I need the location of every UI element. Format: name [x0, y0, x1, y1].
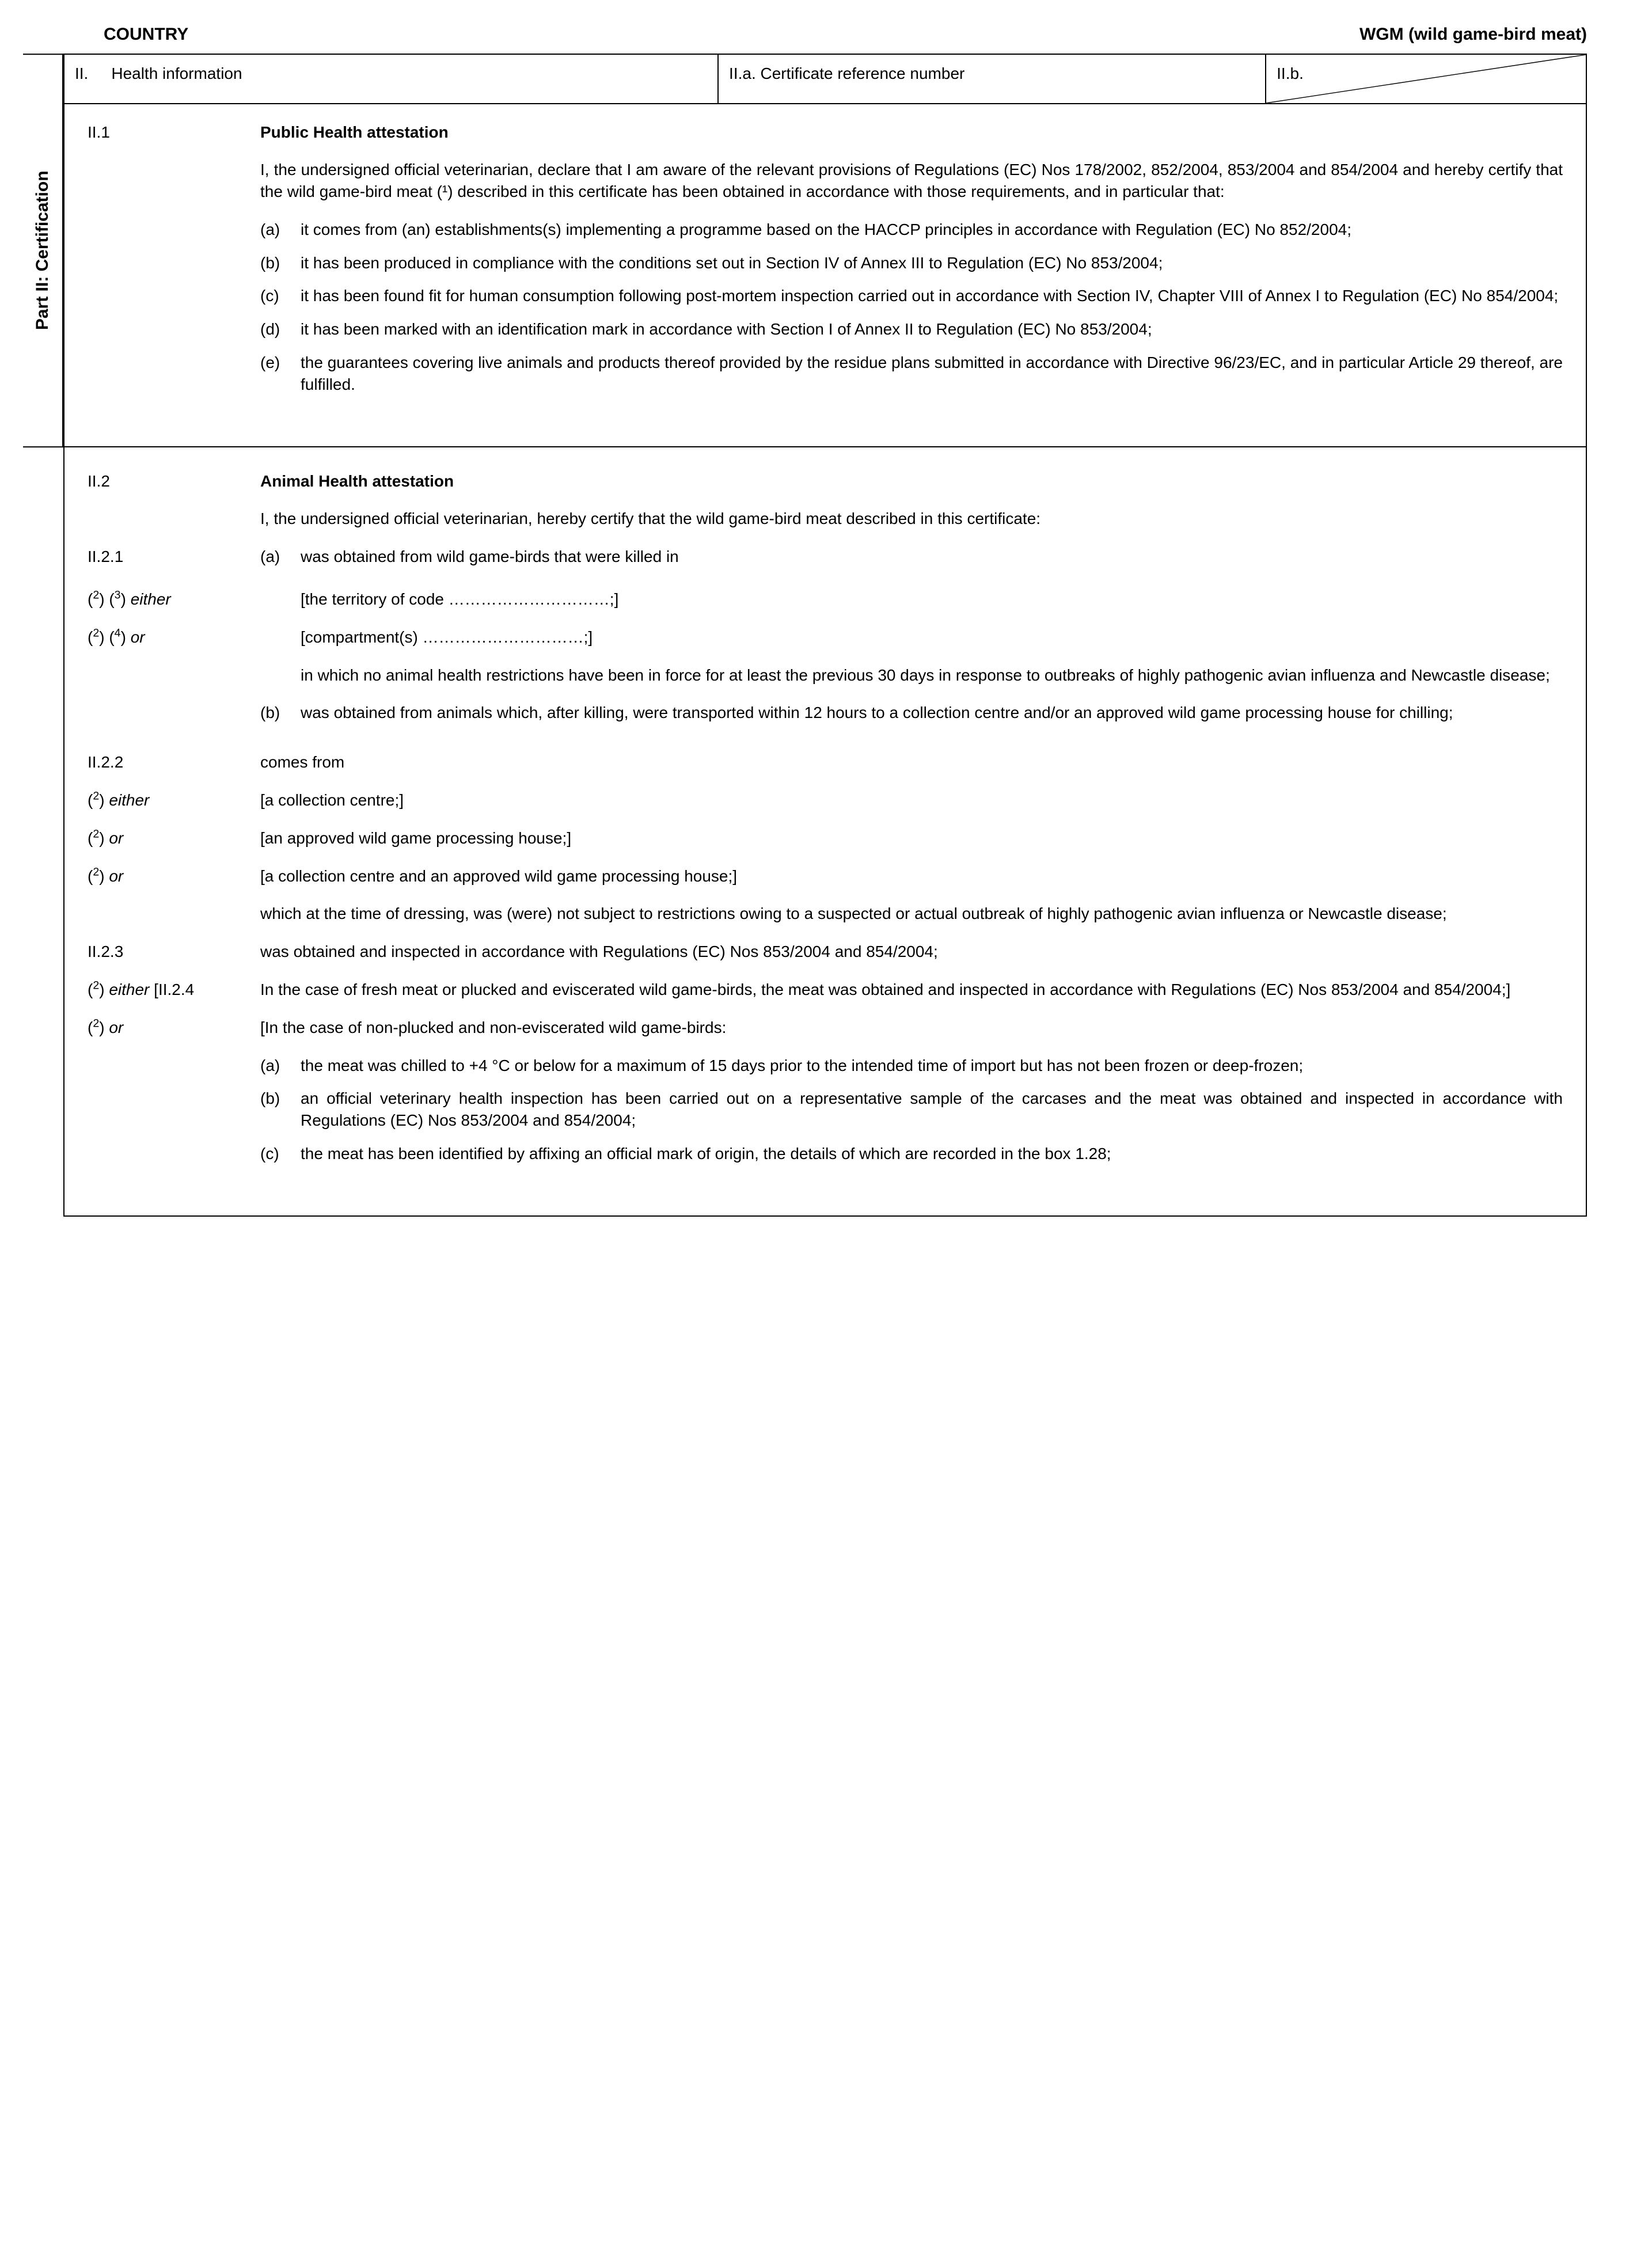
ii22-e1-txt: [a collection centre;] [260, 789, 1563, 811]
letter-a: (a) [260, 219, 301, 241]
box-iia-txt: II.a. Certificate reference number [729, 63, 964, 85]
or-txt: [compartment(s) …………………………;] [260, 626, 1563, 648]
ii22-o1-txt: [an approved wild game processing house;… [260, 827, 1563, 849]
ii22-txt: comes from [260, 751, 1563, 773]
ii21-restrict: in which no animal health restrictions h… [260, 664, 1563, 686]
header-wgm: WGM (wild game-bird meat) [1359, 23, 1587, 47]
ii24-a: the meat was chilled to +4 °C or below f… [301, 1055, 1563, 1077]
ii21-a: was obtained from wild game-birds that w… [301, 546, 1563, 568]
ii24-c: the meat has been identified by affixing… [301, 1143, 1563, 1165]
ii22-o1-lbl: (2) or [88, 829, 123, 847]
ii22-restrict: which at the time of dressing, was (were… [260, 903, 1563, 925]
ii1-d: it has been marked with an identificatio… [301, 318, 1563, 340]
side-tab-certification: Part II: Certification [23, 54, 63, 447]
box-iib-txt: II.b. [1277, 63, 1304, 85]
ii1-c: it has been found fit for human consumpt… [301, 285, 1563, 307]
diagonal-line-icon [1266, 55, 1586, 103]
header-country: COUNTRY [104, 23, 188, 47]
ii1-num: II.1 [88, 121, 260, 143]
ii24-e-txt: In the case of fresh meat or plucked and… [260, 979, 1563, 1001]
ii24-b: an official veterinary health inspection… [301, 1088, 1563, 1131]
or-lbl: (2) (4) or [88, 628, 145, 646]
letter-d: (d) [260, 318, 301, 340]
ii24-o-txt: [In the case of non-plucked and non-evis… [260, 1017, 1563, 1039]
letter-b3: (b) [260, 1088, 301, 1131]
ii2-num: II.2 [88, 470, 260, 492]
box-health-info: II. Health information [64, 55, 719, 103]
ii22-e1-lbl: (2) either [88, 791, 149, 809]
ii1-e: the guarantees covering live animals and… [301, 352, 1563, 396]
ii23-num: II.2.3 [88, 941, 260, 963]
either-lbl: (2) (3) either [88, 590, 171, 608]
ii22-o2-lbl: (2) or [88, 867, 123, 885]
letter-b2: (b) [260, 702, 301, 724]
box-iib: II.b. [1266, 55, 1586, 103]
ii1-b: it has been produced in compliance with … [301, 252, 1563, 274]
ii1-intro: I, the undersigned official veterinarian… [260, 159, 1563, 203]
box-cert-ref: II.a. Certificate reference number [719, 55, 1266, 103]
either-txt: [the territory of code …………………………;] [260, 588, 1563, 610]
ii21-num: II.2.1 [88, 546, 260, 572]
ii22-num: II.2.2 [88, 751, 260, 773]
letter-c3: (c) [260, 1143, 301, 1165]
ii2-intro: I, the undersigned official veterinarian… [260, 508, 1563, 530]
letter-c: (c) [260, 285, 301, 307]
letter-a3: (a) [260, 1055, 301, 1077]
ii1-title: Public Health attestation [260, 121, 1563, 143]
letter-b: (b) [260, 252, 301, 274]
ii21-b: was obtained from animals which, after k… [301, 702, 1563, 724]
ii22-o2-txt: [a collection centre and an approved wil… [260, 865, 1563, 887]
box-ii-txt: Health information [111, 63, 242, 85]
ii2-title: Animal Health attestation [260, 470, 1563, 492]
ii23-txt: was obtained and inspected in accordance… [260, 941, 1563, 963]
letter-e: (e) [260, 352, 301, 396]
box-ii-num: II. [75, 63, 88, 85]
ii24-o-lbl: (2) or [88, 1019, 123, 1036]
ii24-e-lbl: (2) either [II.2.4 [88, 981, 194, 998]
ii1-a: it comes from (an) establishments(s) imp… [301, 219, 1563, 241]
letter-a2: (a) [260, 546, 301, 568]
